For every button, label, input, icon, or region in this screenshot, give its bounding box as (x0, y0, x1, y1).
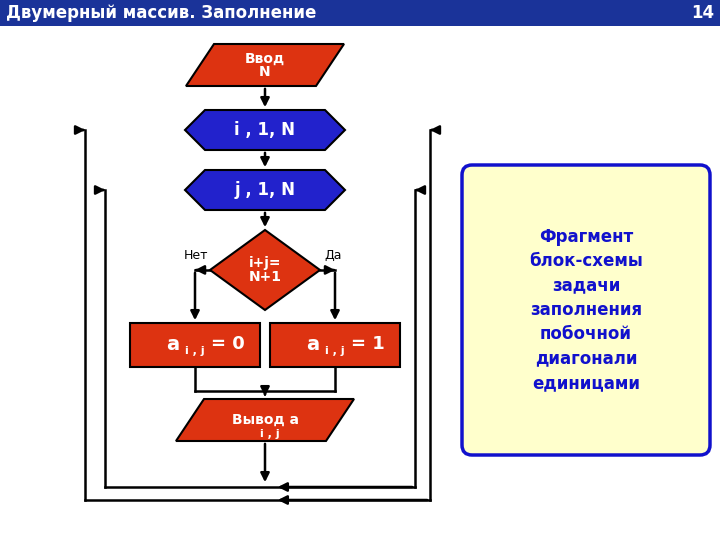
Text: Двумерный массив. Заполнение: Двумерный массив. Заполнение (6, 4, 316, 22)
Text: a: a (307, 334, 320, 354)
FancyBboxPatch shape (462, 165, 710, 455)
Polygon shape (176, 399, 354, 441)
Text: Вывод а: Вывод а (232, 413, 299, 427)
Text: Фрагмент
блок-схемы
задачи
заполнения
побочной
диагонали
единицами: Фрагмент блок-схемы задачи заполнения по… (529, 228, 643, 392)
Polygon shape (185, 110, 345, 150)
Text: N+1: N+1 (248, 270, 282, 284)
Text: a: a (166, 334, 179, 354)
Polygon shape (185, 170, 345, 210)
FancyBboxPatch shape (270, 323, 400, 367)
FancyBboxPatch shape (130, 323, 260, 367)
Text: i , j: i , j (260, 429, 280, 439)
Polygon shape (186, 44, 344, 86)
Text: 14: 14 (691, 4, 714, 22)
Text: Ввод: Ввод (245, 51, 285, 65)
Text: i , 1, N: i , 1, N (235, 121, 295, 139)
Text: j , 1, N: j , 1, N (235, 181, 295, 199)
Text: i , j: i , j (325, 346, 345, 356)
Text: N: N (259, 64, 271, 78)
Text: = 1: = 1 (351, 335, 384, 353)
Text: = 0: = 0 (211, 335, 245, 353)
FancyBboxPatch shape (0, 0, 720, 26)
Text: Нет: Нет (184, 249, 208, 262)
Text: i , j: i , j (185, 346, 204, 356)
Text: Да: Да (324, 249, 341, 262)
Text: i+j=: i+j= (248, 256, 282, 270)
Polygon shape (210, 230, 320, 310)
